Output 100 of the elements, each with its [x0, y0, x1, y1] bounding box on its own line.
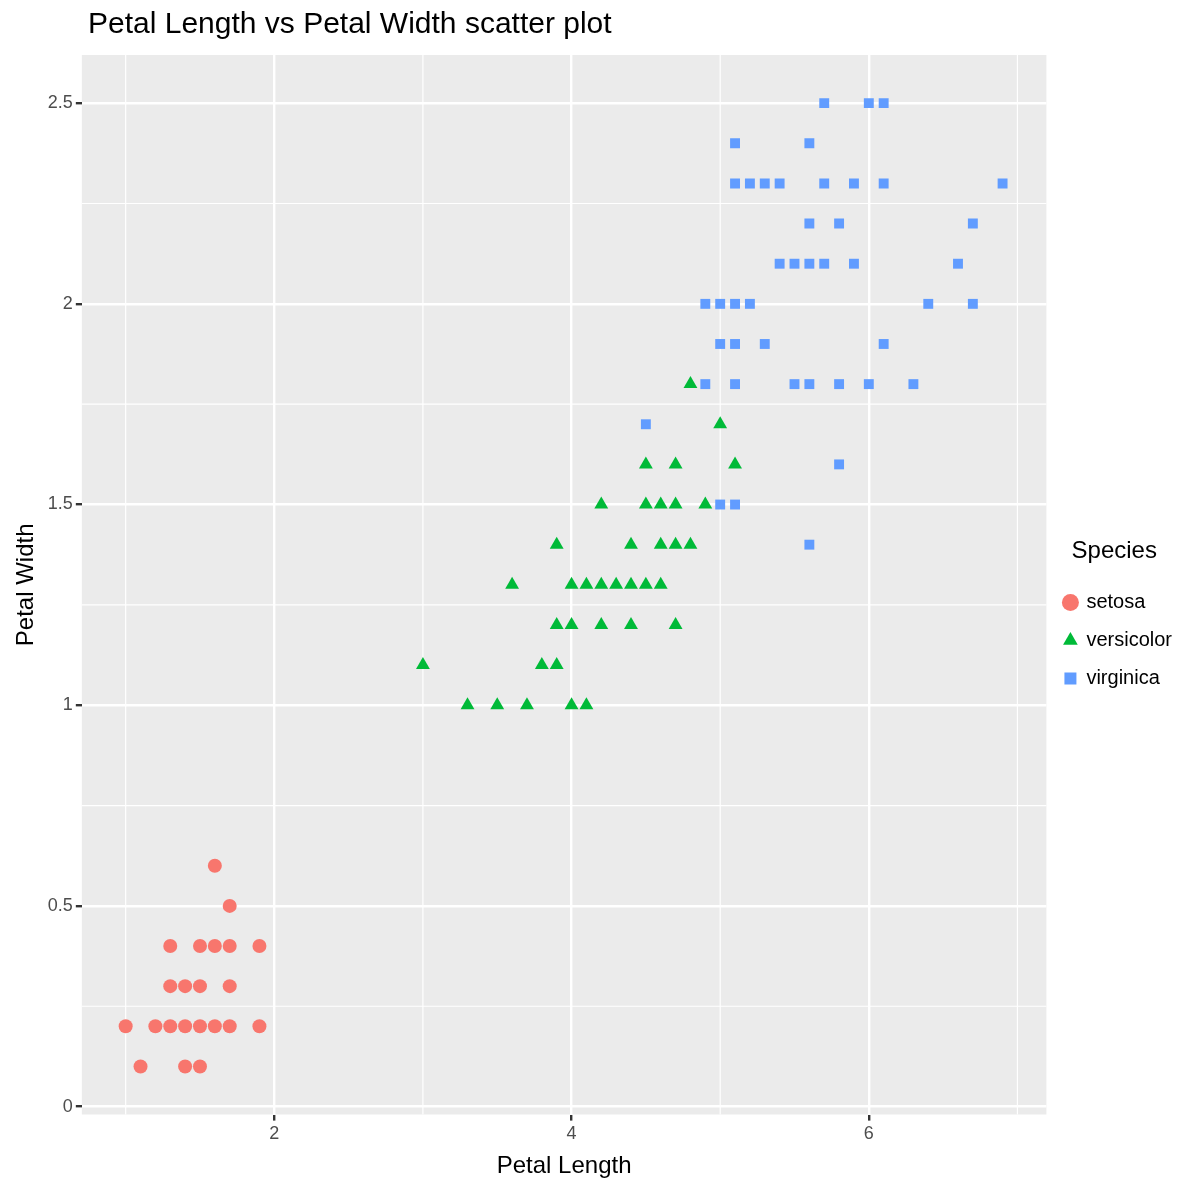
- point: [789, 379, 800, 390]
- point: [207, 1019, 222, 1034]
- legend-label: versicolor: [1086, 627, 1173, 650]
- legend-title: Species: [1071, 536, 1157, 564]
- x-tick-label: 4: [566, 1123, 577, 1144]
- y-tick-label: 2: [62, 292, 73, 313]
- point: [668, 536, 683, 549]
- point: [490, 697, 505, 710]
- point: [997, 178, 1008, 189]
- point: [163, 939, 178, 954]
- point: [192, 1019, 207, 1034]
- point: [744, 298, 755, 309]
- point: [700, 379, 711, 390]
- point: [730, 339, 740, 349]
- point: [178, 1059, 193, 1074]
- point: [819, 258, 830, 269]
- point: [192, 939, 207, 954]
- point: [804, 379, 815, 390]
- point: [715, 339, 726, 349]
- point: [700, 298, 711, 309]
- point: [505, 576, 520, 589]
- point: [730, 379, 740, 390]
- point: [668, 616, 683, 629]
- point: [715, 499, 726, 510]
- point: [192, 979, 207, 994]
- point: [698, 496, 713, 509]
- point: [878, 339, 889, 349]
- legend-label: virginica: [1086, 665, 1161, 688]
- point: [133, 1059, 148, 1074]
- y-tick-label: 2.5: [47, 92, 73, 113]
- point: [640, 419, 651, 430]
- point: [222, 939, 237, 954]
- point: [638, 496, 653, 509]
- point: [222, 898, 237, 913]
- point: [683, 376, 698, 389]
- point: [953, 258, 963, 269]
- point: [549, 536, 564, 549]
- point: [564, 616, 579, 629]
- point: [668, 496, 683, 509]
- point: [834, 218, 845, 229]
- point: [222, 979, 237, 994]
- point: [804, 138, 815, 149]
- point: [908, 379, 919, 390]
- point: [252, 1019, 267, 1034]
- point: [728, 456, 742, 469]
- point: [774, 258, 785, 269]
- point: [834, 459, 845, 470]
- point: [624, 576, 638, 589]
- point: [730, 138, 740, 149]
- point: [804, 218, 815, 229]
- point: [222, 1019, 237, 1034]
- point: [564, 576, 579, 589]
- point: [819, 98, 830, 109]
- point: [207, 939, 222, 954]
- y-tick-label: 1: [62, 694, 73, 715]
- chart-title: Petal Length vs Petal Width scatter plot: [88, 6, 612, 40]
- point: [653, 496, 668, 509]
- point: [759, 178, 770, 189]
- point: [579, 697, 594, 710]
- point: [192, 1059, 207, 1074]
- point: [638, 576, 653, 589]
- point: [878, 98, 889, 109]
- point: [534, 657, 549, 670]
- point: [804, 258, 815, 269]
- point: [863, 379, 874, 390]
- point: [849, 178, 859, 189]
- point: [744, 178, 755, 189]
- point: [713, 416, 728, 429]
- point: [178, 979, 193, 994]
- y-axis-title: Petal Width: [11, 523, 39, 647]
- point: [683, 536, 698, 549]
- point: [163, 1019, 178, 1034]
- point: [594, 496, 609, 509]
- point: [594, 576, 609, 589]
- point: [863, 98, 874, 109]
- point: [819, 178, 830, 189]
- point: [759, 339, 770, 349]
- point: [730, 499, 740, 510]
- point: [668, 456, 683, 469]
- x-tick-label: 2: [269, 1123, 280, 1144]
- point: [564, 697, 579, 710]
- point: [148, 1019, 163, 1034]
- point: [789, 258, 800, 269]
- point: [624, 536, 638, 549]
- point: [594, 616, 609, 629]
- point: [653, 576, 668, 589]
- point: [252, 939, 267, 954]
- y-tick-label: 1.5: [47, 493, 73, 514]
- point: [834, 379, 845, 390]
- point: [967, 218, 978, 229]
- point: [207, 858, 222, 873]
- point: [163, 979, 178, 994]
- point: [549, 657, 564, 670]
- point: [878, 178, 889, 189]
- point: [579, 576, 594, 589]
- point: [416, 657, 430, 670]
- point: [624, 616, 638, 629]
- point: [849, 258, 859, 269]
- point: [118, 1019, 133, 1034]
- point: [774, 178, 785, 189]
